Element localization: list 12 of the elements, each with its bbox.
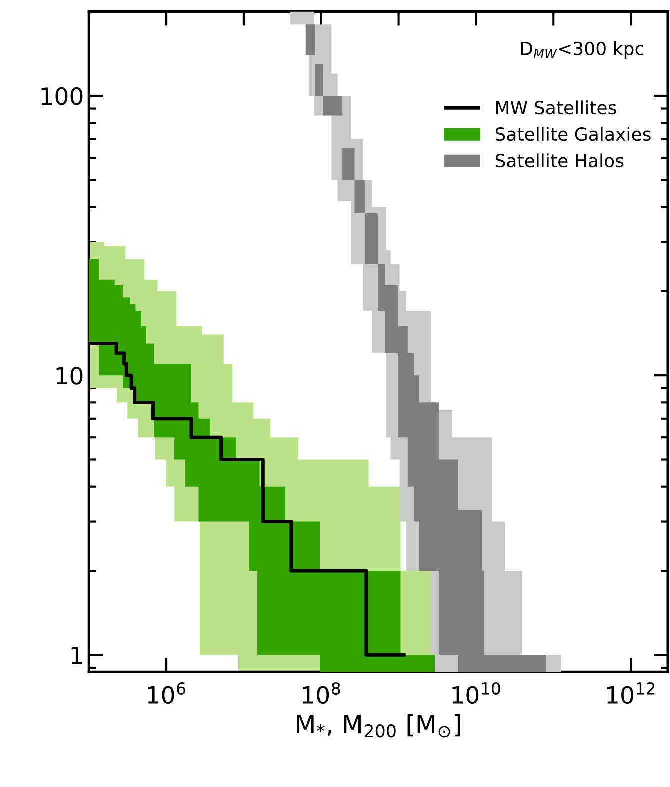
x-tick-label: 10$^{6}$ <box>148 682 186 704</box>
x-tick-label: 10$^{10}$ <box>452 682 500 704</box>
legend-label: Satellite Galaxies <box>496 127 651 142</box>
x-axis-title: M$_{*}$, M$_{200}$ [M$_{⊙}$] <box>297 714 460 738</box>
legend-label: MW Satellites <box>496 100 616 115</box>
annotation: D$_{MW}$<300 kpc <box>521 42 644 59</box>
y-tick-label: 10 <box>56 367 83 385</box>
y-tick-label: 1 <box>72 646 82 664</box>
y-tick-label: 100 <box>42 87 83 106</box>
legend-label: Satellite Halos <box>496 154 624 168</box>
x-tick-label: 10$^{8}$ <box>303 682 340 704</box>
x-tick-label: 10$^{12}$ <box>608 682 655 704</box>
